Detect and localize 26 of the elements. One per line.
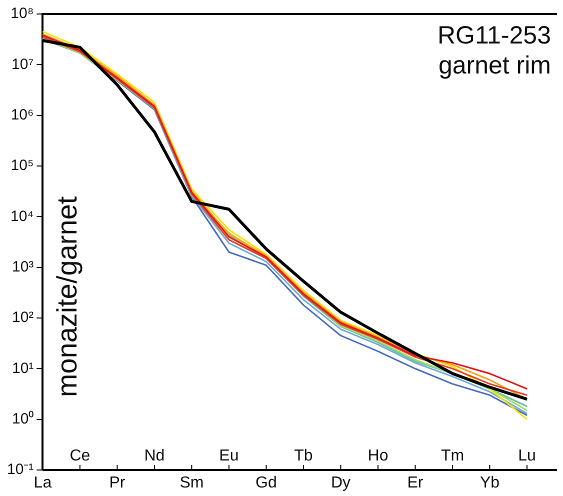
y-tick-label: 10⁴ [10,208,34,225]
y-tick-label: 10⁵ [10,157,34,174]
x-tick-label: Pr [109,474,126,492]
x-tick-label: Er [407,474,424,492]
x-tick-label: Tm [440,447,464,464]
y-axis-title: monazite/garnet [51,196,82,398]
x-tick-label: Yb [480,474,500,492]
x-tick-label: Tb [294,447,313,464]
x-tick-label: Dy [330,474,351,492]
y-tick-label: 10⁶ [10,106,34,124]
x-tick-label: Ho [368,447,388,464]
x-tick-label: La [34,474,52,492]
x-tick-label: Lu [518,447,536,464]
y-tick-label: 10⁰ [12,410,34,428]
x-tick-label: Eu [219,447,239,464]
y-tick-label: 10⁻¹ [6,461,34,478]
y-tick-label: 10⁸ [10,5,34,22]
y-tick-label: 10⁷ [12,56,34,73]
annotation: RG11-253 garnet rim [438,21,551,80]
x-tick-label: Ce [70,447,90,464]
y-tick-label: 10² [12,309,34,326]
y-tick-label: 10³ [12,258,34,276]
x-tick-label: Sm [180,474,204,492]
x-tick-label: Gd [256,474,277,492]
x-tick-label: Nd [144,447,165,464]
y-tick-label: 10¹ [12,360,34,377]
